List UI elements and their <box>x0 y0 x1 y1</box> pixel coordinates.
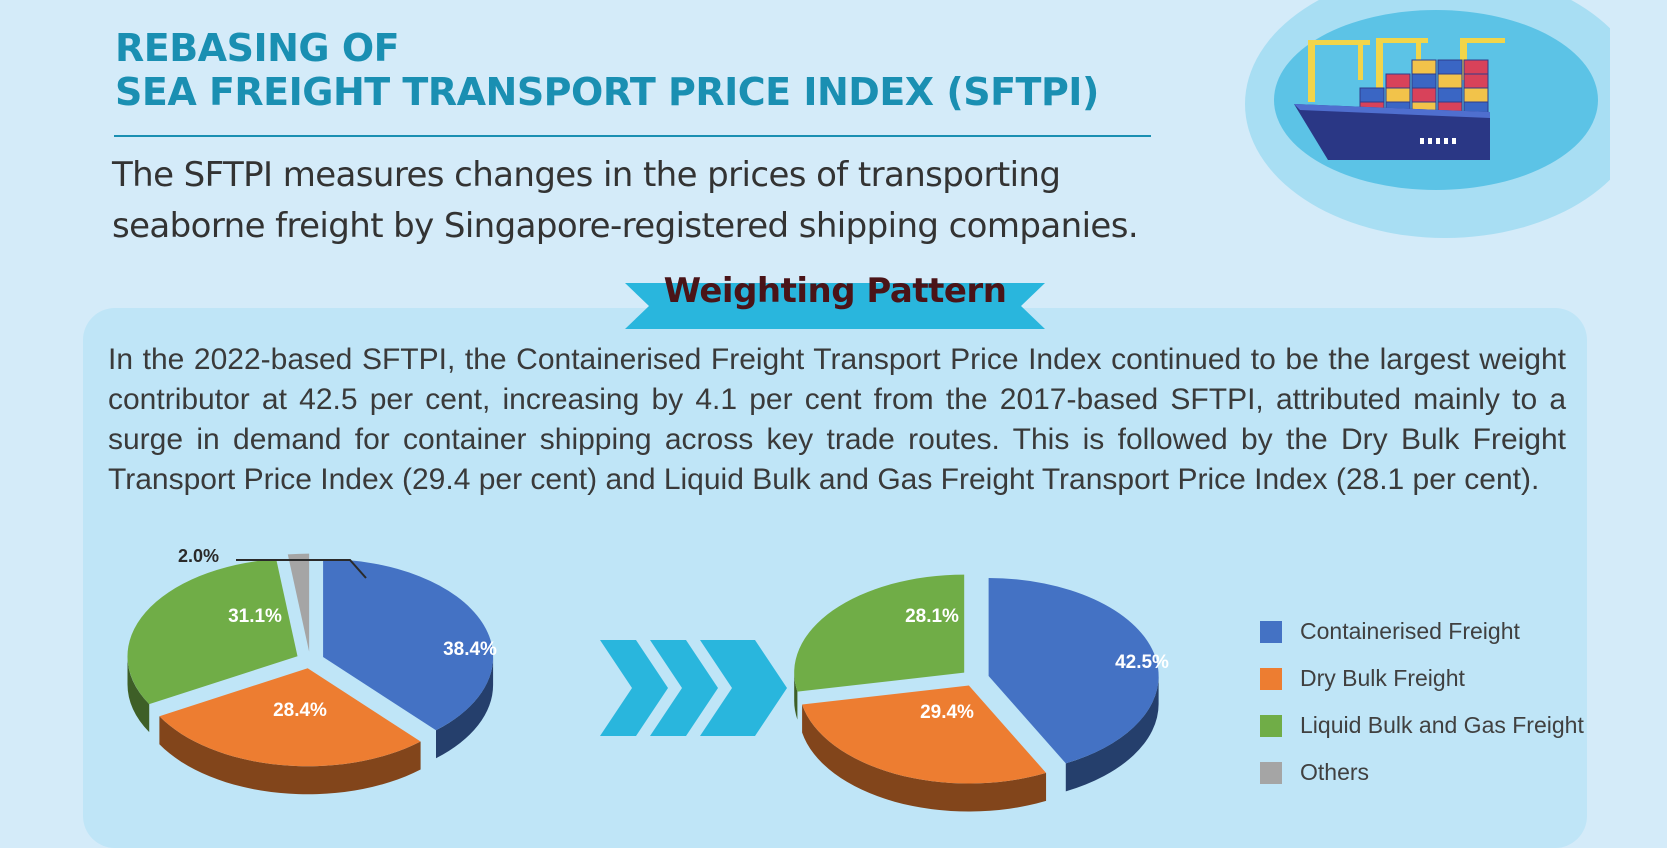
container-ship-icon <box>1240 0 1645 240</box>
legend-swatch <box>1260 620 1282 643</box>
pie-data-label: 38.4% <box>443 639 497 660</box>
legend-item: Dry Bulk Freight <box>1260 655 1584 702</box>
pie-callout-line <box>236 559 367 579</box>
pie-slice-side <box>127 656 150 733</box>
legend-label: Dry Bulk Freight <box>1300 665 1465 691</box>
pie-data-label: 29.4% <box>920 702 974 723</box>
pie-slice <box>323 559 494 731</box>
pie-slice-side <box>1065 676 1159 792</box>
section-ribbon <box>625 283 1045 329</box>
title-line-2: SEA FREIGHT TRANSPORT PRICE INDEX (SFTPI… <box>115 70 1099 114</box>
pie-slice-side <box>436 657 494 759</box>
legend-item: Others <box>1260 749 1584 796</box>
pie-slice-side <box>794 672 798 720</box>
chevron-shape <box>600 640 668 736</box>
page-title: REBASING OF SEA FREIGHT TRANSPORT PRICE … <box>115 26 1099 114</box>
pie-data-label: 31.1% <box>228 606 282 627</box>
pie-chart-2017: 38.4% 28.4% 31.1% 2.0% <box>127 546 497 795</box>
legend-swatch <box>1260 667 1282 690</box>
section-body: In the 2022-based SFTPI, the Containeris… <box>108 343 1566 496</box>
legend-label: Liquid Bulk and Gas Freight <box>1300 712 1584 738</box>
pie-slice <box>988 578 1159 764</box>
pie-data-label: 28.4% <box>273 700 327 721</box>
pie-slice <box>802 685 1047 784</box>
legend-item: Containerised Freight <box>1260 608 1584 655</box>
legend-label: Others <box>1300 759 1370 785</box>
pie-chart-2022: 42.5% 29.4% 28.1% <box>794 574 1169 812</box>
legend-label: Containerised Freight <box>1300 618 1520 644</box>
legend-swatch <box>1260 714 1282 737</box>
pie-callout-label: 2.0% <box>178 546 219 566</box>
page-subtitle: The SFTPI measures changes in the prices… <box>112 155 1139 246</box>
pie-slice-side <box>802 704 1047 812</box>
legend-swatch <box>1260 761 1282 784</box>
pie-slice-side <box>159 716 421 795</box>
chevron-shape <box>700 640 787 736</box>
chart-legend: Containerised Freight Dry Bulk Freight L… <box>1260 608 1584 796</box>
chevron-shape <box>650 640 718 736</box>
title-underline <box>114 135 1151 137</box>
pie-slice <box>287 553 310 652</box>
legend-item: Liquid Bulk and Gas Freight <box>1260 702 1584 749</box>
pie-slice <box>127 558 298 705</box>
section-heading: Weighting Pattern <box>663 271 1007 311</box>
title-line-1: REBASING OF <box>115 26 400 70</box>
chevron-arrows-icon <box>600 640 787 736</box>
pie-slice <box>794 574 965 692</box>
pie-data-label: 28.1% <box>905 606 959 627</box>
pie-slice <box>159 668 421 767</box>
pie-data-label: 42.5% <box>1115 652 1169 673</box>
